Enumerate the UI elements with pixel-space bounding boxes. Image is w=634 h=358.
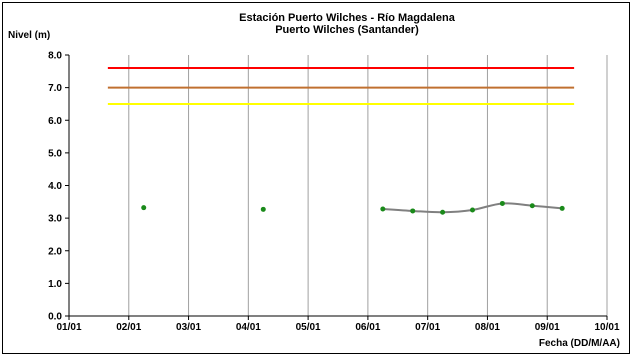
y-axis-label: Nivel (m) bbox=[8, 30, 50, 41]
chart-subtitle: Puerto Wilches (Santander) bbox=[275, 24, 419, 36]
plot-area: 0.0 1.0 2.0 3.0 4.0 5.0 6.0 7.0 8.0 01/01 02/01 03/… bbox=[48, 51, 620, 334]
x-tick-label: 01/01 bbox=[56, 322, 81, 333]
x-tick-label: 10/01 bbox=[594, 322, 619, 333]
x-tick-label: 07/01 bbox=[415, 322, 440, 333]
level-data-point bbox=[559, 205, 565, 211]
level-data-point bbox=[141, 205, 147, 211]
level-data-point bbox=[470, 207, 475, 213]
level-data-point bbox=[499, 200, 505, 206]
x-tick-label: 04/01 bbox=[236, 322, 261, 333]
level-data-point bbox=[410, 208, 416, 214]
y-tick-label: 1.0 bbox=[48, 279, 62, 290]
y-tick-label: 4.0 bbox=[48, 181, 62, 192]
x-tick-label: 08/01 bbox=[475, 322, 500, 333]
level-data-point bbox=[440, 209, 446, 215]
level-data-point bbox=[260, 206, 266, 212]
x-tick-label: 02/01 bbox=[116, 322, 141, 333]
x-tick-label: 06/01 bbox=[355, 322, 380, 333]
y-tick-label: 0.0 bbox=[48, 312, 62, 323]
y-tick-label: 8.0 bbox=[48, 51, 62, 62]
y-tick-label: 7.0 bbox=[48, 83, 62, 94]
level-data-point bbox=[380, 206, 386, 212]
x-tick-label: 03/01 bbox=[176, 322, 201, 333]
y-tick-label: 2.0 bbox=[48, 246, 62, 257]
chart-frame bbox=[2, 2, 630, 354]
chart-title: Estación Puerto Wilches - Río Magdalena bbox=[239, 12, 456, 24]
x-axis-label: Fecha (DD/M/AA) bbox=[539, 338, 620, 349]
x-tick-label: 09/01 bbox=[535, 322, 560, 333]
y-tick-label: 5.0 bbox=[48, 148, 62, 159]
x-tick-label: 05/01 bbox=[296, 322, 321, 333]
y-tick-label: 3.0 bbox=[48, 214, 62, 225]
y-tick-label: 6.0 bbox=[48, 116, 62, 127]
level-data-point bbox=[529, 203, 535, 209]
